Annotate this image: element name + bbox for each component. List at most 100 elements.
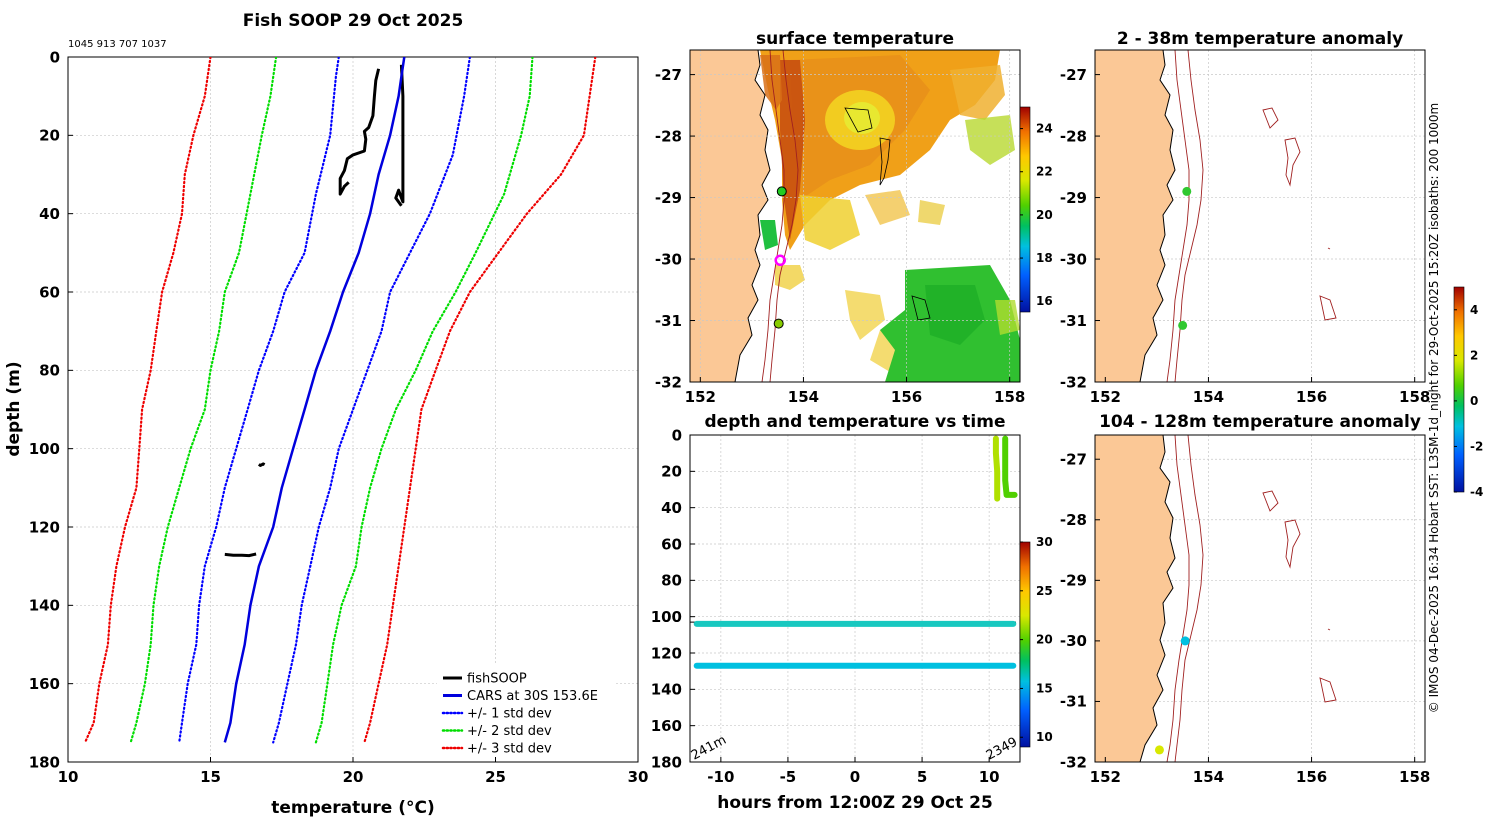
profile-ylabel: depth (m) xyxy=(4,361,24,456)
colorbar-tick-label: 10 xyxy=(1036,730,1053,744)
sst-grid xyxy=(690,50,1020,382)
anomaly-shallow-frame xyxy=(1094,49,1426,383)
anomaly-deep-markers xyxy=(1154,636,1190,755)
x-tick-label: 10 xyxy=(979,768,1000,786)
series-line--1-std-dev xyxy=(178,57,340,744)
sst-field xyxy=(760,50,1020,382)
sst-colorbar-gradient xyxy=(1019,106,1031,313)
anomaly-marker xyxy=(1178,320,1188,330)
legend-label: CARS at 30S 153.6E xyxy=(467,689,598,704)
x-tick-label: 158 xyxy=(1399,388,1430,406)
x-tick-label: 20 xyxy=(343,768,364,786)
colorbar-tick-label: 20 xyxy=(1036,208,1053,222)
time-series xyxy=(693,435,1018,669)
profile-xlabel: temperature (°C) xyxy=(271,798,435,818)
y-tick-label: -30 xyxy=(1060,632,1087,650)
anomaly-shallow-xticks: 152 154 156 158 xyxy=(1090,377,1430,406)
y-tick-label: -32 xyxy=(655,373,682,391)
y-tick-label: 180 xyxy=(651,753,682,771)
profile-title: Fish SOOP 29 Oct 2025 xyxy=(243,11,464,31)
y-tick-label: -27 xyxy=(1060,66,1087,84)
colorbar-tick-label: 24 xyxy=(1036,122,1053,136)
sst-xticks: 152 154 156 158 xyxy=(685,377,1025,406)
y-tick-label: 180 xyxy=(29,753,60,771)
x-tick-label: 15 xyxy=(200,768,221,786)
anomaly-shallow-isobaths xyxy=(1166,50,1337,382)
dive-track xyxy=(1002,435,1018,498)
anomaly-deep-isobaths xyxy=(1166,435,1337,762)
y-tick-label: -29 xyxy=(1060,572,1087,590)
anomaly-shallow-title: 2 - 38m temperature anomaly xyxy=(1117,29,1403,49)
anomaly-deep-land xyxy=(1095,435,1176,762)
time-panel-title: depth and temperature vs time xyxy=(705,412,1006,432)
series-line--3-std-dev xyxy=(84,57,212,744)
y-tick-label: 20 xyxy=(39,127,60,145)
x-tick-label: 154 xyxy=(1193,388,1224,406)
series-line--3-std-dev xyxy=(363,57,597,744)
y-tick-label: -30 xyxy=(1060,250,1087,268)
y-tick-label: 100 xyxy=(651,608,682,626)
legend-label: +/- 1 std dev xyxy=(467,707,552,722)
anomaly-colorbar-gradient xyxy=(1453,286,1465,493)
x-tick-label: 156 xyxy=(891,388,922,406)
y-tick-label: -28 xyxy=(655,127,682,145)
legend-label: +/- 3 std dev xyxy=(467,742,552,757)
x-tick-label: -10 xyxy=(707,768,734,786)
x-tick-label: 158 xyxy=(994,388,1025,406)
anomaly-deep-frame xyxy=(1094,434,1426,763)
profile-legend: fishSOOP CARS at 30S 153.6E +/- 1 std dev +… xyxy=(437,664,615,757)
legend-label: +/- 2 std dev xyxy=(467,724,552,739)
anomaly-deep-xticks: 152 154 156 158 xyxy=(1090,757,1430,786)
colorbar-tick-label: 18 xyxy=(1036,251,1053,265)
x-tick-label: -5 xyxy=(780,768,797,786)
y-tick-label: -31 xyxy=(655,312,682,330)
x-tick-label: 5 xyxy=(917,768,927,786)
y-tick-label: -32 xyxy=(1060,753,1087,771)
colorbar-tick-label: 25 xyxy=(1036,584,1053,598)
anomaly-shallow-yticks: -27 -28 -29 -30 -31 -32 xyxy=(1060,66,1100,391)
y-tick-label: 40 xyxy=(661,499,682,517)
y-tick-label: 140 xyxy=(651,681,682,699)
profile-cast-ids: 1045 913 707 1037 xyxy=(68,39,167,50)
time-colorbar-gradient xyxy=(1019,541,1031,748)
station-marker xyxy=(774,254,786,267)
y-tick-label: 60 xyxy=(661,535,682,553)
x-tick-label: 156 xyxy=(1296,768,1327,786)
y-tick-label: -28 xyxy=(1060,511,1087,529)
y-tick-label: 60 xyxy=(39,283,60,301)
colorbar-tick-label: 2 xyxy=(1470,348,1478,362)
sst-map-panel: surface temperature xyxy=(655,29,1053,406)
y-tick-label: 140 xyxy=(29,597,60,615)
y-tick-label: 80 xyxy=(661,572,682,590)
profile-series xyxy=(84,57,597,744)
colorbar-tick-label: 30 xyxy=(1036,535,1053,549)
anomaly-deep-yticks: -27 -28 -29 -30 -31 -32 xyxy=(1060,450,1100,771)
time-xlabel: hours from 12:00Z 29 Oct 25 xyxy=(717,793,993,813)
series-line-cars-at-30s-153-6e xyxy=(223,57,406,743)
y-tick-label: 120 xyxy=(29,518,60,536)
x-tick-label: 152 xyxy=(1090,388,1121,406)
x-tick-label: 10 xyxy=(58,768,79,786)
y-tick-label: 80 xyxy=(39,362,60,380)
x-tick-label: 152 xyxy=(685,388,716,406)
x-tick-label: 0 xyxy=(850,768,860,786)
colorbar-tick-label: 4 xyxy=(1470,303,1478,317)
series-line-fishsoop xyxy=(257,462,266,467)
series-line--2-std-dev xyxy=(129,57,278,744)
sst-colorbar: 16 18 20 22 24 xyxy=(1019,106,1053,313)
y-tick-label: -32 xyxy=(1060,373,1087,391)
colorbar-tick-label: 15 xyxy=(1036,681,1053,695)
y-tick-label: 160 xyxy=(29,675,60,693)
series-line-fishsoop xyxy=(338,68,381,196)
anomaly-deep-panel: 104 - 128m temperature anomaly 152 154 156… xyxy=(1060,412,1430,786)
anomaly-shallow-panel: 2 - 38m temperature anomaly 152 154 156 158… xyxy=(1060,29,1430,406)
time-xticks: -10 -5 0 5 10 xyxy=(707,757,1000,786)
y-tick-label: -31 xyxy=(1060,693,1087,711)
station-marker xyxy=(773,318,784,329)
series-line--2-std-dev xyxy=(314,57,534,744)
station-marker xyxy=(776,186,787,197)
x-tick-label: 152 xyxy=(1090,768,1121,786)
colorbar-tick-label: 22 xyxy=(1036,165,1053,179)
time-colorbar: 10 15 20 25 30 xyxy=(1019,535,1053,748)
